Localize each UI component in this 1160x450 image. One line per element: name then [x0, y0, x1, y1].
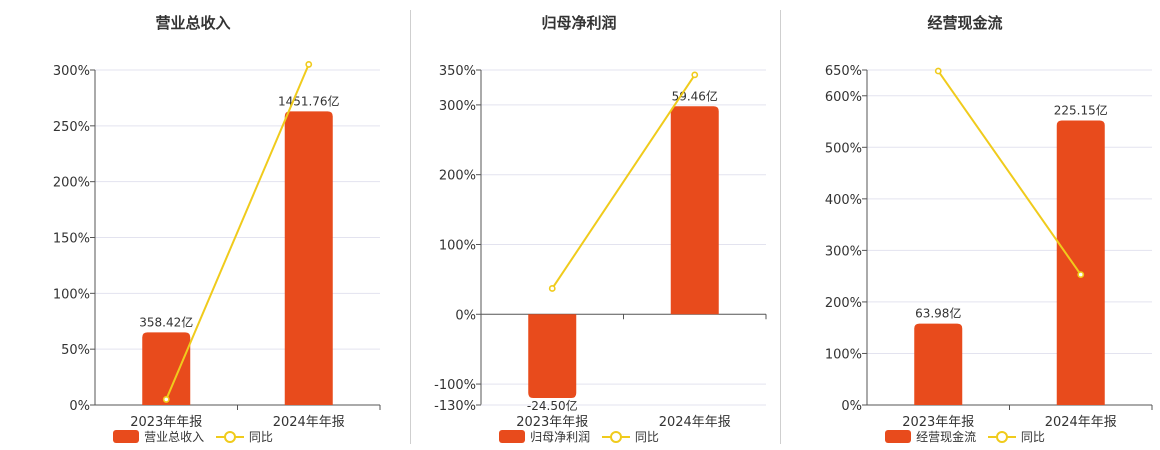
y-tick-label: 300% [53, 64, 90, 79]
bar [528, 314, 577, 399]
y-tick-label: -100% [434, 378, 476, 393]
bar-data-label: 1451.76亿 [278, 93, 340, 108]
y-axis-ticks: -130% -100% 0% 100% 200% 300% 350% [434, 64, 481, 414]
legend-label: 同比 [1020, 430, 1045, 444]
y-tick-label: 200% [825, 296, 862, 311]
legend-label: 经营现金流 [916, 430, 977, 444]
chart-panel-cash-flow: 经营现金流 0% 100% 200% 300% 400% 500% 600% 650% 2023… [772, 0, 1158, 450]
bar-swatch-icon [113, 430, 140, 443]
legend-item-line[interactable]: 同比 [215, 428, 273, 445]
legend-label: 营业总收入 [144, 430, 205, 444]
chart-panel-net-profit: 归母净利润 -130% -100% 0% 100% 200% 300% 350% 2023年年… [386, 0, 772, 450]
bar [142, 332, 191, 405]
legend-label: 同比 [248, 430, 273, 444]
y-tick-label: 50% [61, 343, 90, 358]
bar [1056, 120, 1105, 405]
panel-divider [410, 10, 411, 444]
series-line [165, 64, 310, 400]
panel-divider [780, 10, 781, 444]
series-line [551, 74, 696, 290]
bar-data-label: 59.46亿 [672, 88, 718, 103]
x-category-label: 2023年年报 [516, 415, 588, 430]
line-point [162, 396, 170, 403]
chart-title: 经营现金流 [927, 14, 1003, 32]
legend: 营业总收入 同比 [0, 428, 386, 446]
y-tick-label: 100% [439, 238, 476, 253]
line-point [1077, 271, 1085, 279]
x-category-label: 2024年年报 [1045, 415, 1117, 430]
x-category-label: 2024年年报 [273, 415, 345, 430]
series-line [937, 70, 1082, 276]
y-tick-label: 0% [841, 399, 862, 414]
y-tick-label: 100% [53, 287, 90, 302]
y-tick-label: 0% [69, 399, 90, 414]
line-point [548, 285, 556, 292]
legend-item-bar[interactable]: 营业总收入 [113, 428, 204, 445]
y-tick-label: 300% [825, 244, 862, 259]
legend-label: 归母净利润 [530, 430, 591, 444]
y-tick-label: 600% [825, 90, 862, 105]
bar [914, 323, 963, 405]
line-point [305, 61, 313, 68]
chart-title: 营业总收入 [155, 14, 231, 32]
line-point [934, 67, 942, 75]
chart-title: 归母净利润 [541, 14, 617, 32]
gridlines [867, 69, 1152, 354]
bar-data-label: -24.50亿 [527, 398, 578, 413]
legend-item-line[interactable]: 同比 [601, 428, 659, 445]
x-category-label: 2023年年报 [130, 415, 202, 430]
y-axis-ticks: 0% 50% 100% 150% 200% 250% 300% [53, 64, 95, 414]
y-tick-label: 400% [825, 193, 862, 208]
bar [284, 111, 333, 406]
y-tick-label: 350% [439, 64, 476, 79]
chart-panel-revenue: 营业总收入 0% 50% 100% 150% 200% 250% 300% 2023年年报 20… [0, 0, 386, 450]
y-tick-label: 250% [53, 120, 90, 135]
line-marker-icon [601, 430, 630, 443]
chart-revenue: 0% 50% 100% 150% 200% 250% 300% 2023年年报 2024年年报 3… [53, 61, 381, 430]
legend-item-line[interactable]: 同比 [987, 428, 1045, 445]
gridlines [481, 69, 766, 385]
line-marker-icon [987, 430, 1016, 443]
bar-data-label: 225.15亿 [1054, 103, 1108, 118]
bar-swatch-icon [499, 430, 526, 443]
y-tick-label: 500% [825, 141, 862, 156]
gridlines [95, 69, 380, 350]
chart-cash-flow: 0% 100% 200% 300% 400% 500% 600% 650% 2023年年报 202… [825, 64, 1153, 430]
bar-data-label: 358.42亿 [139, 314, 193, 329]
legend-label: 同比 [634, 430, 659, 444]
legend: 经营现金流 同比 [772, 428, 1158, 446]
y-tick-label: 650% [825, 64, 862, 79]
legend: 归母净利润 同比 [386, 428, 772, 446]
y-tick-label: 300% [439, 99, 476, 114]
y-tick-label: -130% [434, 399, 476, 414]
bar-data-label: 63.98亿 [915, 306, 961, 321]
line-point [691, 71, 699, 79]
line-marker-icon [215, 430, 244, 443]
y-tick-label: 200% [53, 176, 90, 191]
legend-item-bar[interactable]: 归母净利润 [499, 428, 590, 445]
bar-swatch-icon [885, 430, 912, 443]
legend-item-bar[interactable]: 经营现金流 [885, 428, 976, 445]
y-tick-label: 100% [825, 347, 862, 362]
bar [670, 106, 719, 315]
chart-net-profit: -130% -100% 0% 100% 200% 300% 350% 2023年年报 2024年… [434, 64, 767, 430]
y-tick-label: 150% [53, 232, 90, 247]
x-category-label: 2024年年报 [659, 415, 731, 430]
x-category-label: 2023年年报 [902, 415, 974, 430]
y-tick-label: 0% [455, 308, 476, 323]
y-tick-label: 200% [439, 169, 476, 184]
y-axis-ticks: 0% 100% 200% 300% 400% 500% 600% 650% [825, 64, 867, 414]
